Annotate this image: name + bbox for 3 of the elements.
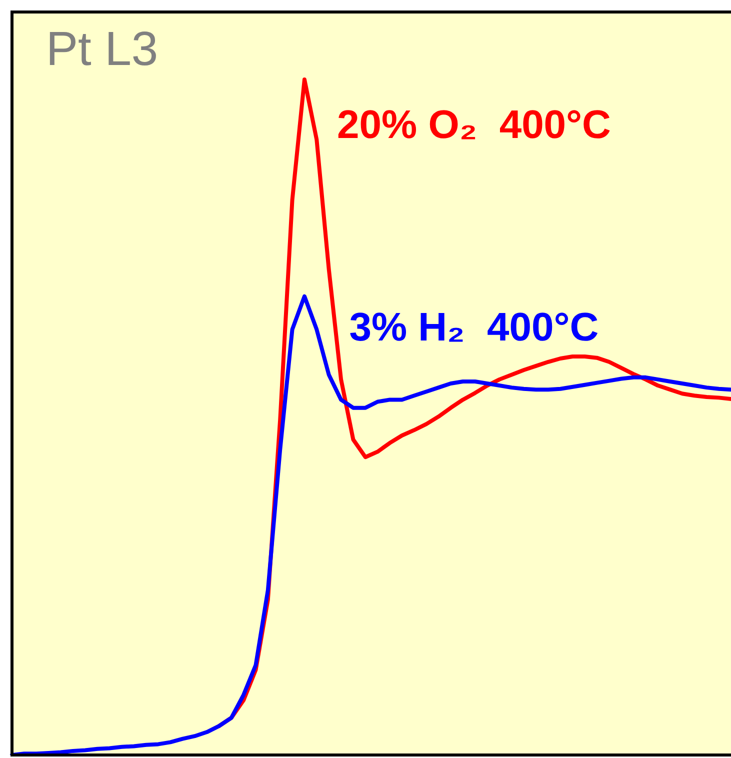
series-label: 20% O₂ 400°C: [337, 102, 611, 147]
text: Pt L3: [46, 23, 158, 76]
series-label: 3% H₂ 400°C: [349, 305, 599, 350]
